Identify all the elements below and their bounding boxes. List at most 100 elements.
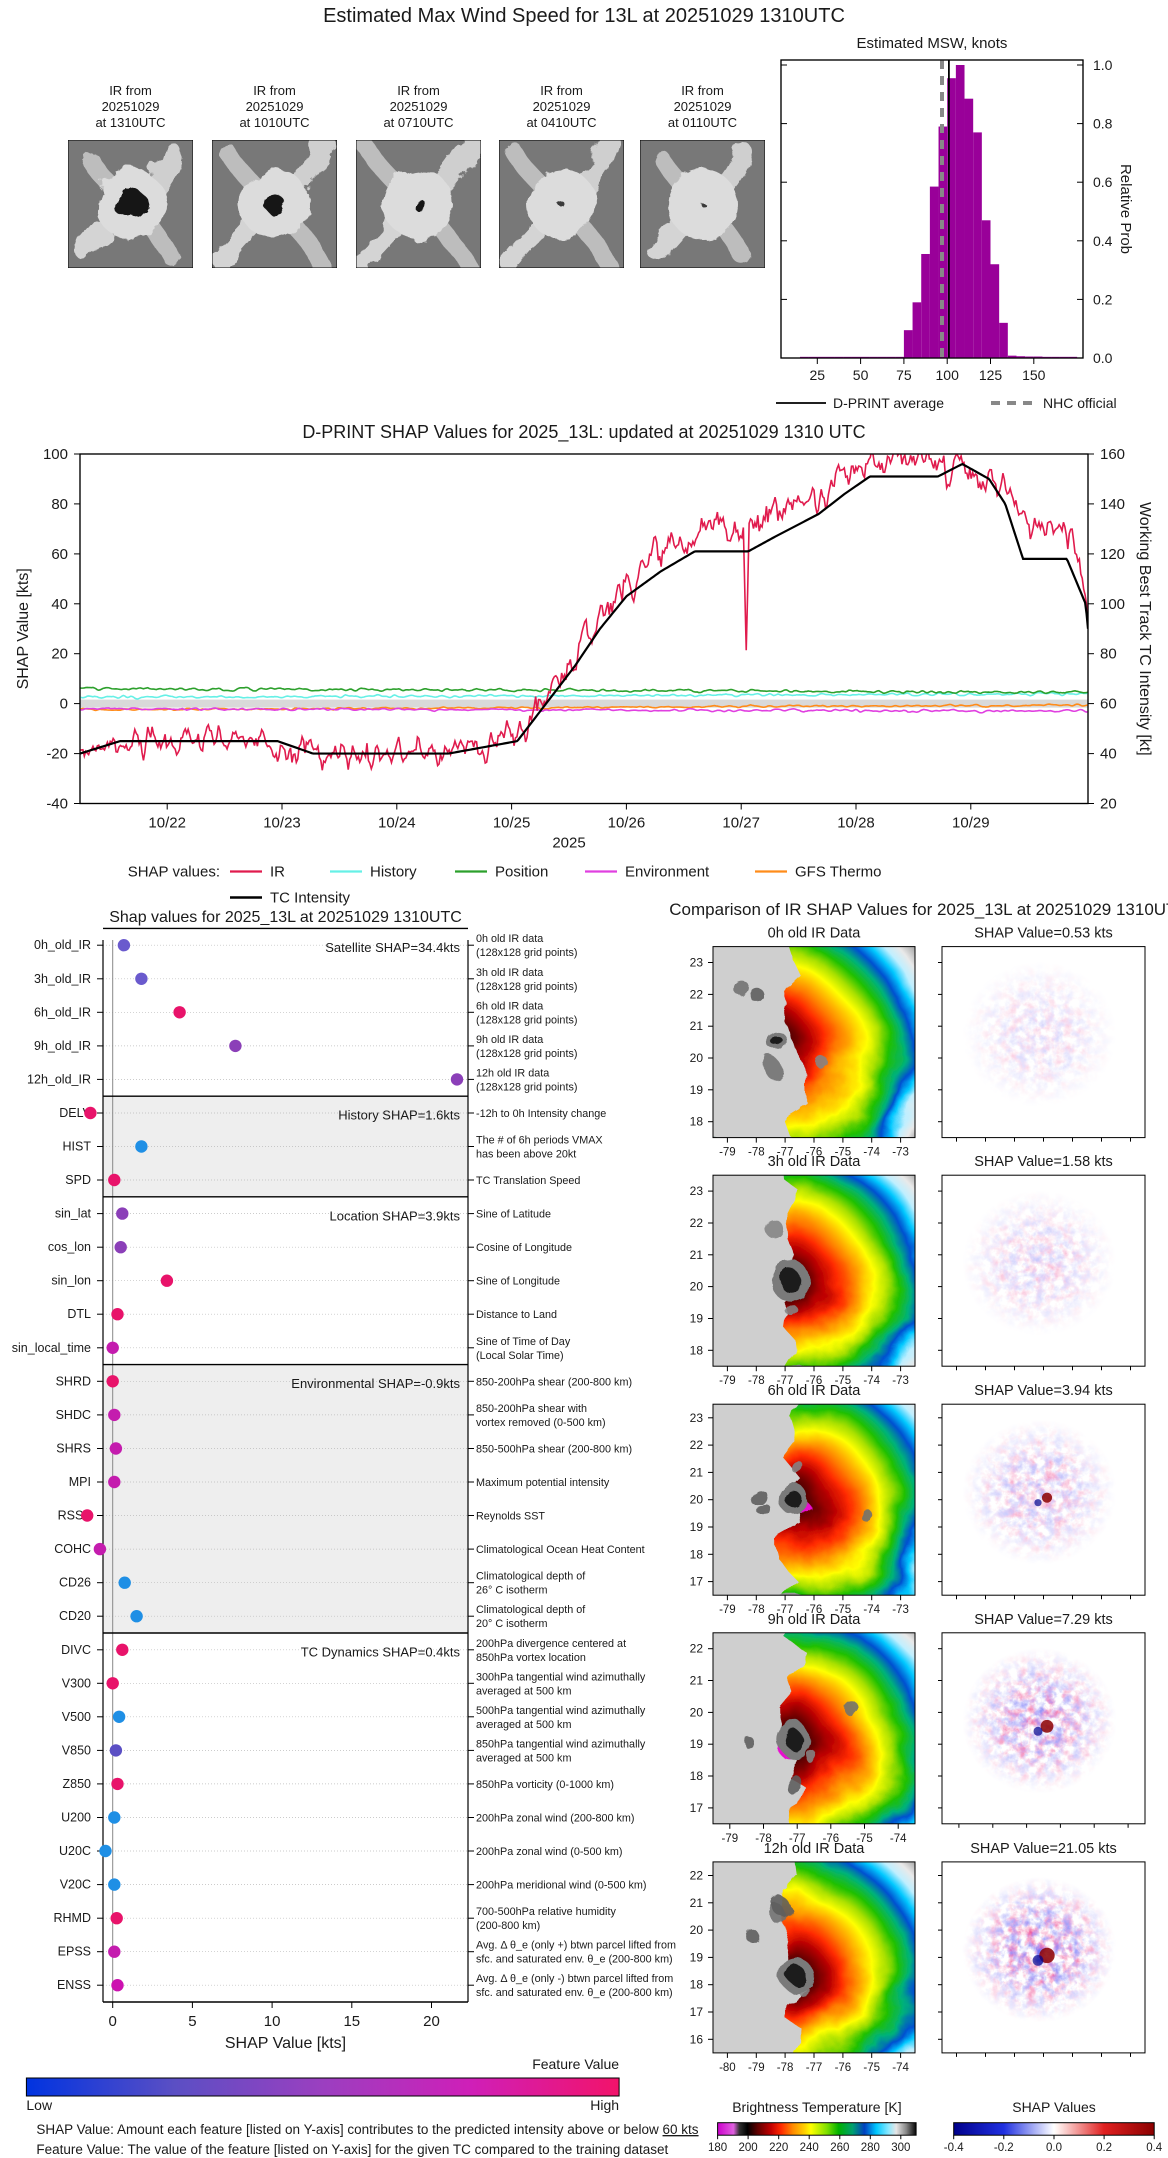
svg-text:9h old IR data: 9h old IR data	[476, 1034, 543, 1046]
svg-text:20251029: 20251029	[533, 99, 591, 114]
svg-text:IR from: IR from	[540, 83, 583, 98]
svg-text:SHAP Value [kts]: SHAP Value [kts]	[15, 568, 32, 689]
svg-text:-77: -77	[806, 2062, 823, 2074]
svg-text:500hPa tangential wind azimuth: 500hPa tangential wind azimuthally	[476, 1705, 646, 1717]
svg-text:21: 21	[690, 1896, 704, 1910]
svg-text:IR from: IR from	[397, 83, 440, 98]
svg-text:Satellite SHAP=34.4kts: Satellite SHAP=34.4kts	[325, 940, 460, 955]
svg-text:18: 18	[690, 1769, 704, 1783]
svg-text:sfc. and saturated env. θ_e (2: sfc. and saturated env. θ_e (200-800 km)	[476, 1987, 673, 1999]
svg-text:160: 160	[1100, 446, 1125, 463]
svg-text:Sine of Time of Day: Sine of Time of Day	[476, 1336, 571, 1348]
svg-text:RHMD: RHMD	[54, 1911, 92, 1925]
svg-text:-78: -78	[777, 2062, 794, 2074]
svg-text:23: 23	[690, 1411, 704, 1425]
svg-text:20: 20	[51, 646, 68, 663]
svg-text:(Local Solar Time): (Local Solar Time)	[476, 1350, 564, 1362]
svg-text:SHAP Value: Amount each featur: SHAP Value: Amount each feature [listed …	[36, 2122, 698, 2137]
svg-text:averaged at 500 km: averaged at 500 km	[476, 1719, 571, 1731]
svg-text:D-PRINT SHAP Values for 2025_1: D-PRINT SHAP Values for 2025_13L: update…	[302, 422, 865, 443]
svg-text:Distance to Land: Distance to Land	[476, 1309, 557, 1321]
svg-text:12h_old_IR: 12h_old_IR	[27, 1072, 91, 1086]
svg-text:125: 125	[979, 367, 1003, 383]
svg-text:40: 40	[1100, 746, 1117, 763]
svg-text:Avg. Δ θ_e (only -) btwn parce: Avg. Δ θ_e (only -) btwn parcel lifted f…	[476, 1973, 673, 1985]
svg-text:850-200hPa shear (200-800 km): 850-200hPa shear (200-800 km)	[476, 1376, 632, 1388]
svg-text:10/29: 10/29	[952, 815, 990, 832]
svg-text:23: 23	[690, 956, 704, 970]
svg-text:vortex removed (0-500 km): vortex removed (0-500 km)	[476, 1417, 606, 1429]
svg-text:20: 20	[423, 2013, 440, 2030]
svg-text:SHAP Values: SHAP Values	[1012, 2099, 1096, 2115]
svg-text:20251029: 20251029	[102, 99, 160, 114]
svg-text:-79: -79	[719, 1604, 736, 1616]
svg-text:0: 0	[60, 696, 68, 713]
svg-text:80: 80	[51, 496, 68, 513]
svg-text:averaged at 500 km: averaged at 500 km	[476, 1685, 571, 1697]
svg-text:3h_old_IR: 3h_old_IR	[34, 972, 91, 986]
svg-text:IR from: IR from	[109, 83, 152, 98]
svg-text:High: High	[590, 2097, 619, 2113]
svg-text:21: 21	[690, 1248, 704, 1262]
svg-text:Estimated Max Wind Speed for 1: Estimated Max Wind Speed for 13L at 2025…	[323, 5, 845, 27]
svg-text:2025: 2025	[552, 835, 585, 852]
svg-text:100: 100	[43, 446, 68, 463]
svg-text:19: 19	[690, 1312, 704, 1326]
svg-text:MPI: MPI	[69, 1475, 91, 1489]
svg-text:-79: -79	[748, 2062, 765, 2074]
svg-text:at 0710UTC: at 0710UTC	[383, 115, 453, 130]
svg-text:22: 22	[690, 1642, 704, 1656]
svg-text:TC Translation Speed: TC Translation Speed	[476, 1175, 580, 1187]
svg-text:20: 20	[690, 1923, 704, 1937]
svg-text:19: 19	[690, 1520, 704, 1534]
svg-text:Location SHAP=3.9kts: Location SHAP=3.9kts	[330, 1208, 461, 1223]
svg-text:sin_lon: sin_lon	[51, 1274, 91, 1288]
svg-text:22: 22	[690, 987, 704, 1001]
svg-text:17: 17	[690, 1575, 704, 1589]
svg-text:20251029: 20251029	[390, 99, 448, 114]
svg-text:(128x128 grid points): (128x128 grid points)	[476, 1081, 577, 1093]
svg-text:20: 20	[690, 1705, 704, 1719]
svg-text:SHAP Value=1.58 kts: SHAP Value=1.58 kts	[974, 1154, 1113, 1170]
svg-text:DIVC: DIVC	[61, 1643, 91, 1657]
svg-text:CD20: CD20	[59, 1609, 91, 1623]
svg-text:15: 15	[343, 2013, 360, 2030]
svg-text:850-200hPa shear with: 850-200hPa shear with	[476, 1403, 587, 1415]
svg-text:17: 17	[690, 2005, 704, 2019]
svg-text:80: 80	[1100, 646, 1117, 663]
svg-text:9h old IR Data: 9h old IR Data	[768, 1612, 862, 1628]
svg-text:20: 20	[690, 1493, 704, 1507]
svg-text:The # of 6h periods VMAX: The # of 6h periods VMAX	[476, 1135, 603, 1147]
svg-text:(128x128 grid points): (128x128 grid points)	[476, 981, 577, 993]
svg-text:(128x128 grid points): (128x128 grid points)	[476, 1014, 577, 1026]
svg-text:Cosine of Longitude: Cosine of Longitude	[476, 1242, 572, 1254]
svg-text:200hPa zonal wind (200-800 km): 200hPa zonal wind (200-800 km)	[476, 1813, 634, 1825]
svg-text:HIST: HIST	[63, 1140, 92, 1154]
svg-text:History SHAP=1.6kts: History SHAP=1.6kts	[338, 1108, 460, 1123]
svg-text:Feature Value: Feature Value	[532, 2056, 619, 2072]
svg-text:Z850: Z850	[63, 1777, 92, 1791]
svg-text:6h_old_IR: 6h_old_IR	[34, 1005, 91, 1019]
svg-text:averaged at 500 km: averaged at 500 km	[476, 1752, 571, 1764]
svg-text:GFS Thermo: GFS Thermo	[795, 864, 881, 881]
svg-text:-74: -74	[863, 1375, 880, 1387]
svg-text:200: 200	[739, 2142, 758, 2154]
svg-text:18: 18	[690, 1343, 704, 1357]
svg-text:10: 10	[264, 2013, 281, 2030]
svg-text:COHC: COHC	[54, 1542, 91, 1556]
svg-text:at 1310UTC: at 1310UTC	[95, 115, 165, 130]
svg-text:Shap values for 2025_13L at 20: Shap values for 2025_13L at 20251029 131…	[109, 909, 462, 926]
svg-text:21: 21	[690, 1674, 704, 1688]
svg-text:-79: -79	[719, 1147, 736, 1159]
svg-text:(128x128 grid points): (128x128 grid points)	[476, 947, 577, 959]
svg-text:18: 18	[690, 1978, 704, 1992]
svg-text:Maximum potential intensity: Maximum potential intensity	[476, 1477, 610, 1489]
svg-text:300: 300	[891, 2142, 910, 2154]
svg-text:sin_local_time: sin_local_time	[12, 1341, 91, 1355]
svg-text:21: 21	[690, 1465, 704, 1479]
svg-text:-0.4: -0.4	[944, 2142, 964, 2154]
svg-text:140: 140	[1100, 496, 1125, 513]
svg-text:Feature Value: The value of th: Feature Value: The value of the feature …	[36, 2142, 668, 2157]
svg-text:120: 120	[1100, 546, 1125, 563]
svg-text:0.0: 0.0	[1093, 350, 1113, 366]
